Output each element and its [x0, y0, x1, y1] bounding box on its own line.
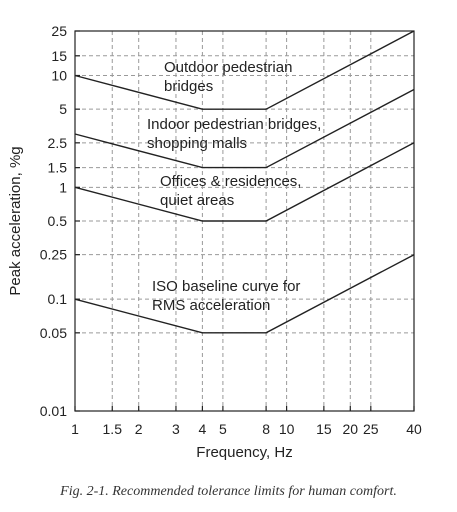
- x-tick-label: 15: [316, 421, 332, 437]
- axis-ticks: 1 1.5 2 3 4 5 8 10 15 20 25 400.010.050.10.250.511.…: [40, 23, 422, 437]
- x-tick-label: 20: [343, 421, 359, 437]
- x-tick-label: 3: [172, 421, 180, 437]
- y-tick-label: 25: [51, 23, 67, 39]
- y-tick-label: 0.05: [40, 325, 67, 341]
- y-tick-label: 0.01: [40, 403, 67, 419]
- curve-label-4: ISO baseline curve for RMS acceleration: [152, 278, 300, 314]
- series-line-3: [74, 142, 415, 222]
- series-line-4: [74, 254, 415, 334]
- x-tick-label: 5: [219, 421, 227, 437]
- x-tick-label: 1: [71, 421, 79, 437]
- series-lines: [74, 30, 415, 334]
- y-tick-label: 0.25: [40, 247, 67, 263]
- y-axis-title: Peak acceleration, %g: [7, 146, 24, 295]
- x-axis-title: Frequency, Hz: [196, 444, 292, 461]
- curve-label-2: Indoor pedestrian bridges, shopping malls: [147, 116, 321, 152]
- x-tick-label: 25: [363, 421, 379, 437]
- y-tick-label: 0.1: [48, 291, 68, 307]
- curve-labels: Outdoor pedestrian bridges Indoor pedestri…: [147, 59, 321, 314]
- series-line-2: [74, 88, 415, 169]
- y-tick-label: 1: [59, 179, 67, 195]
- y-tick-label: 10: [51, 68, 67, 84]
- figure-caption: Fig. 2-1. Recommended tolerance limits f…: [60, 484, 397, 499]
- y-tick-label: 2.5: [48, 135, 68, 151]
- x-tick-label: 1.5: [103, 421, 123, 437]
- y-tick-label: 0.5: [48, 213, 68, 229]
- x-tick-label: 2: [135, 421, 143, 437]
- series-line-1: [74, 30, 415, 110]
- y-tick-label: 1.5: [48, 160, 68, 176]
- x-tick-label: 4: [198, 421, 206, 437]
- x-tick-label: 10: [279, 421, 295, 437]
- curve-label-1: Outdoor pedestrian bridges: [164, 59, 292, 95]
- x-tick-label: 40: [406, 421, 422, 437]
- curve-label-3: Offices & residences, quiet areas: [160, 173, 301, 209]
- x-tick-label: 8: [262, 421, 270, 437]
- y-tick-label: 5: [59, 101, 67, 117]
- y-tick-label: 15: [51, 48, 67, 64]
